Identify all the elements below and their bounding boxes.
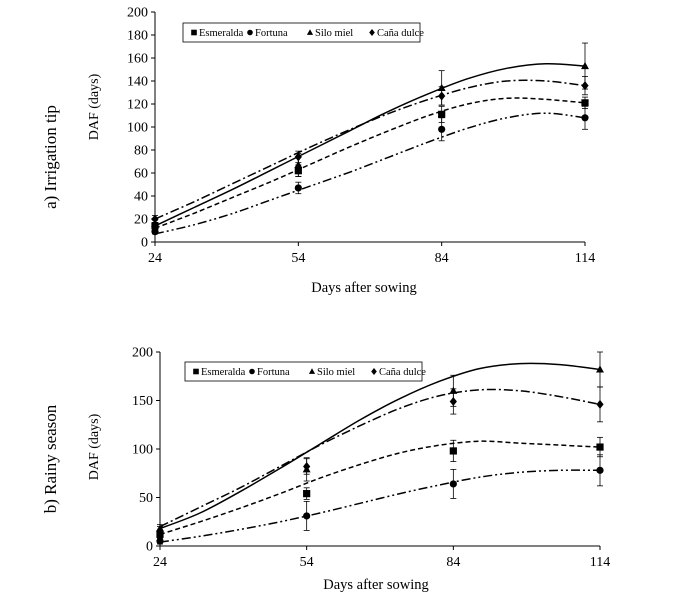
panel-b-fitted-curves <box>159 362 601 543</box>
panel-a-curve-silo-miel <box>154 63 586 227</box>
panel-a-axes: 0 20 40 60 80 100 120 140 160 180 200 24 54 84 114 <box>127 6 595 267</box>
panel-a-y-tick-label: 80 <box>134 144 148 159</box>
panel-a-label: a) Irrigation tip <box>41 105 60 209</box>
panel-b-y-tick-label: 0 <box>146 540 153 555</box>
panel-a-point-ca-a-dulce <box>294 152 302 162</box>
panel-a-y-tick-label: 200 <box>127 6 148 21</box>
panel-a-legend-label-silo-miel: Silo miel <box>315 28 353 39</box>
panel-a-y-tick-label: 120 <box>127 98 148 113</box>
panel-b-legend-marker-silo-miel <box>308 368 316 374</box>
panel-a-y-tick-label: 60 <box>134 167 148 182</box>
panel-b-curve-fortuna <box>159 469 601 543</box>
panel-a-curve-fortuna <box>154 112 586 235</box>
panel-a-x-tick-label: 84 <box>435 251 449 266</box>
panel-a-legend-marker-esmeralda <box>191 29 197 36</box>
panel-a-markers <box>151 61 589 236</box>
panel-b-point-fortuna <box>449 480 457 488</box>
panel-b-legend-marker-esmeralda <box>193 368 199 375</box>
panel-b-y-tick-label: 200 <box>132 346 153 361</box>
panel-b-markers <box>156 365 604 545</box>
panel-b-legend-label-ca-a-dulce: Caña dulce <box>379 367 426 378</box>
panel-a-point-esmeralda <box>438 110 446 118</box>
panel-a-legend-label-fortuna: Fortuna <box>255 28 288 39</box>
panel-a-point-silo-miel <box>437 83 446 91</box>
panel-a-y-tick-label: 180 <box>127 29 148 44</box>
panel-a-x-tick-label: 114 <box>575 251 595 266</box>
panel-a-point-fortuna <box>151 228 159 236</box>
panel-a-curve-ca-a-dulce <box>154 79 586 220</box>
panel-a-point-fortuna <box>438 125 446 133</box>
panel-a-y-tick-label: 20 <box>134 213 148 228</box>
panel-a-point-ca-a-dulce <box>151 214 159 224</box>
panel-b-point-silo-miel <box>596 365 604 373</box>
panel-b-point-ca-a-dulce <box>596 399 604 409</box>
panel-a-point-silo-miel <box>581 61 589 70</box>
panel-b-axes: 0 50 100 150 200 24 54 84 114 <box>132 346 610 571</box>
panel-a-point-esmeralda <box>294 167 302 175</box>
panel-b-legend-label-silo-miel: Silo miel <box>317 367 355 378</box>
panel-b-y-tick-label: 50 <box>139 491 153 506</box>
panel-b-x-tick-label: 24 <box>153 555 167 570</box>
panel-a-y-tick-label: 0 <box>141 236 148 251</box>
panel-b-legend: Esmeralda Fortuna Silo miel Caña dulce <box>184 361 426 382</box>
panel-a-legend-marker-ca-a-dulce <box>369 29 375 36</box>
panel-b-y-tick-label: 150 <box>132 394 153 409</box>
panel-b-legend-box <box>184 361 423 382</box>
panel-a-legend-marker-silo-miel <box>306 29 314 35</box>
panel-b-point-ca-a-dulce <box>156 525 164 535</box>
panel-a-point-silo-miel <box>294 160 303 169</box>
panel-b-curve-esmeralda <box>159 440 601 536</box>
panel-a-legend-box <box>182 22 421 43</box>
panel-b-label: b) Rainy season <box>41 404 60 513</box>
panel-b-x-tick-label: 54 <box>300 555 314 570</box>
panel-b-legend-label-esmeralda: Esmeralda <box>201 367 246 378</box>
panel-a-y-axis-title: DAF (days) <box>87 73 102 140</box>
panel-b-point-esmeralda <box>303 490 311 498</box>
panel-a-y-tick-label: 160 <box>127 52 148 67</box>
panel-b-point-fortuna <box>303 512 311 520</box>
panel-a-legend-marker-fortuna <box>247 29 253 36</box>
panel-a-y-tick-label: 140 <box>127 75 148 90</box>
panel-a-point-esmeralda <box>581 99 589 107</box>
panel-a-x-tick-label: 54 <box>291 251 305 266</box>
panel-a-y-tick-label: 100 <box>127 121 148 136</box>
panel-b-x-axis-title: Days after sowing <box>323 577 429 593</box>
panel-b-point-ca-a-dulce <box>449 396 457 406</box>
panel-a-point-fortuna <box>581 114 589 122</box>
panel-b-point-silo-miel <box>449 386 458 394</box>
panel-b-point-ca-a-dulce <box>303 461 311 471</box>
panel-b-point-fortuna <box>596 466 604 474</box>
panel-b-point-esmeralda <box>449 447 457 455</box>
chart-panel-a: a) Irrigation tip DAF (days) Days after … <box>41 6 595 297</box>
panel-b-y-tick-label: 100 <box>132 443 153 458</box>
panel-a-x-axis-title: Days after sowing <box>311 280 417 296</box>
panel-a-legend: Esmeralda Fortuna Silo miel Caña dulce <box>182 22 424 43</box>
panel-a-y-tick-label: 40 <box>134 190 148 205</box>
panel-a-curve-esmeralda <box>154 97 586 229</box>
panel-a-legend-label-esmeralda: Esmeralda <box>199 28 244 39</box>
panel-a-point-fortuna <box>294 184 302 192</box>
panel-b-legend-marker-fortuna <box>249 368 255 375</box>
chart-panel-b: b) Rainy season DAF (days) Days after so… <box>41 346 610 594</box>
panel-b-curve-silo-miel <box>159 362 601 530</box>
panel-b-point-esmeralda <box>596 443 604 451</box>
panel-a-x-tick-label: 24 <box>148 251 162 266</box>
panel-b-legend-marker-ca-a-dulce <box>371 368 377 375</box>
panel-a-point-ca-a-dulce <box>438 91 446 101</box>
panel-b-curve-ca-a-dulce <box>159 388 601 528</box>
panel-a-fitted-curves <box>154 63 586 235</box>
panel-b-y-axis-title: DAF (days) <box>87 413 102 480</box>
panel-b-x-tick-label: 114 <box>590 555 610 570</box>
panel-a-point-ca-a-dulce <box>581 81 589 91</box>
panel-b-x-tick-label: 84 <box>446 555 460 570</box>
panel-b-point-fortuna <box>156 537 164 545</box>
panel-a-legend-label-ca-a-dulce: Caña dulce <box>377 28 424 39</box>
panel-b-legend-label-fortuna: Fortuna <box>257 367 290 378</box>
